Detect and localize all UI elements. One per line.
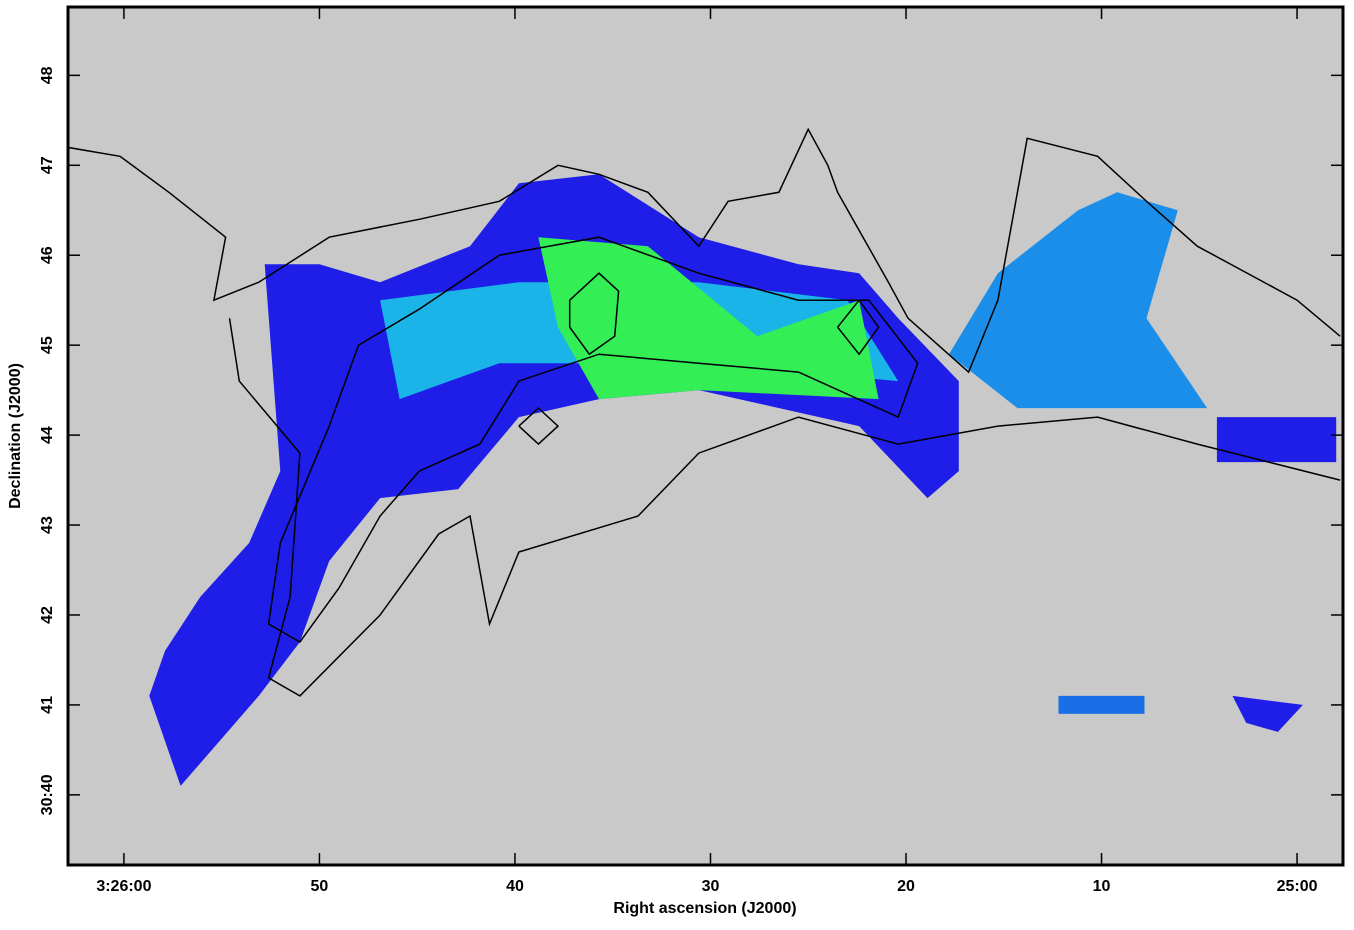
plot-background — [68, 7, 1343, 865]
y-tick-label: 42 — [39, 606, 56, 624]
contour-line — [267, 236, 919, 643]
x-tick-label: 3:26:00 — [96, 878, 151, 895]
x-tick-label: 30 — [702, 878, 720, 895]
x-tick-label: 20 — [897, 878, 915, 895]
y-tick-label: 41 — [39, 696, 56, 714]
y-tick-label: 47 — [39, 156, 56, 174]
y-tick-label: 48 — [39, 66, 56, 84]
contour-line — [568, 272, 620, 356]
contour-line — [837, 298, 880, 356]
contour-line — [68, 127, 1341, 374]
x-tick-label: 50 — [311, 878, 329, 895]
y-axis-label: Declination (J2000) — [7, 363, 24, 509]
y-tick-label: 43 — [39, 516, 56, 534]
x-tick-label: 40 — [506, 878, 524, 895]
y-tick-label: 45 — [39, 336, 56, 354]
x-axis-label: Right ascension (J2000) — [613, 900, 796, 917]
x-tick-label: 25:00 — [1277, 878, 1318, 895]
emission-region — [1232, 695, 1303, 732]
emission-region — [538, 237, 879, 400]
y-tick-label: 30:40 — [39, 774, 56, 815]
plot-frame — [66, 5, 1345, 867]
y-tick-label: 46 — [39, 246, 56, 264]
emission-region — [949, 192, 1208, 409]
contour-line — [228, 318, 1341, 697]
emission-region — [1216, 417, 1337, 463]
emission-region — [1058, 695, 1145, 714]
x-tick-label: 10 — [1093, 878, 1111, 895]
contour-line — [518, 407, 560, 446]
y-tick-label: 44 — [39, 426, 56, 444]
